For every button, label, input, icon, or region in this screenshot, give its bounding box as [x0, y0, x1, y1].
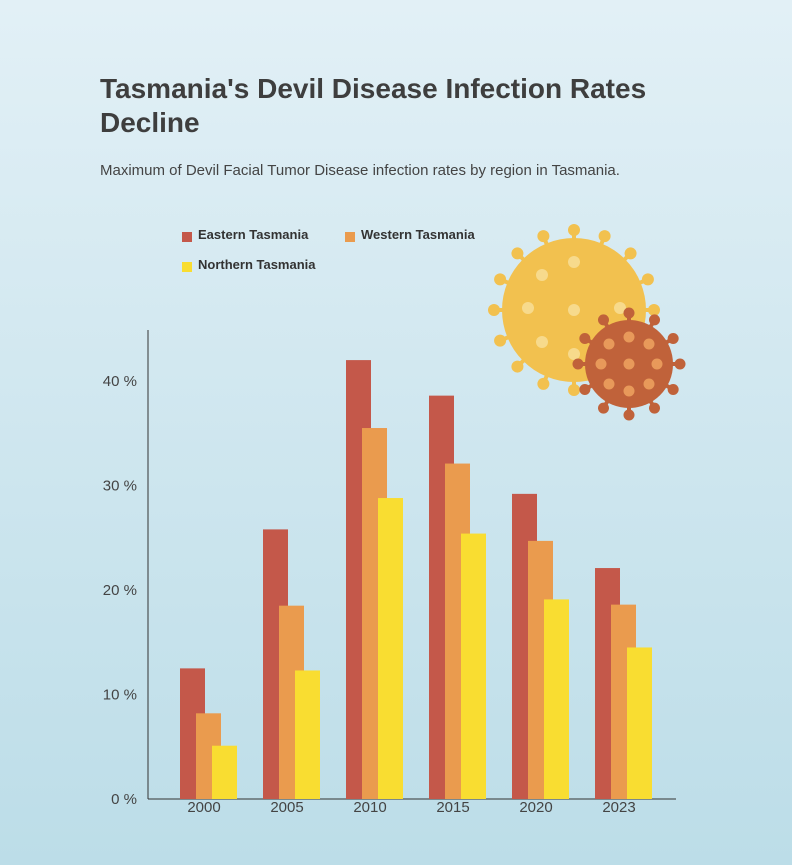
virus-small-icon [572, 307, 686, 421]
bar-northern-tasmania-2023[interactable] [627, 647, 652, 799]
legend-item-northern[interactable]: Northern Tasmania [182, 256, 316, 272]
bar-northern-tasmania-2000[interactable] [212, 745, 237, 799]
legend-label-northern: Northern Tasmania [198, 256, 316, 272]
legend-swatch-northern [182, 262, 192, 272]
y-tick-label: 40 % [103, 373, 137, 390]
legend-item-western[interactable]: Western Tasmania [345, 226, 475, 242]
x-tick-label: 2023 [602, 799, 635, 816]
x-tick-label: 2020 [519, 799, 552, 816]
bar-northern-tasmania-2015[interactable] [461, 533, 486, 799]
y-tick-label: 10 % [103, 687, 137, 704]
chart-tick-labels: 0 % 10 % 20 % 30 % 40 % 2000 2005 2010 2015 2020 2… [103, 373, 636, 816]
chart-subtitle: Maximum of Devil Facial Tumor Disease in… [100, 162, 620, 179]
y-tick-label: 20 % [103, 582, 137, 599]
x-tick-label: 2010 [353, 799, 386, 816]
legend-label-eastern: Eastern Tasmania [198, 226, 309, 242]
chart-bars [180, 360, 652, 799]
x-tick-label: 2000 [187, 799, 220, 816]
chart-title: Tasmania's Devil Disease Infection Rates… [100, 73, 647, 138]
x-tick-label: 2005 [270, 799, 303, 816]
y-tick-label: 30 % [103, 478, 137, 495]
bar-northern-tasmania-2005[interactable] [295, 670, 320, 799]
legend-label-western: Western Tasmania [361, 226, 475, 242]
bar-northern-tasmania-2010[interactable] [378, 498, 403, 799]
x-tick-label: 2015 [436, 799, 469, 816]
virus-illustration [488, 224, 686, 421]
legend-swatch-western [345, 232, 355, 242]
legend-swatch-eastern [182, 232, 192, 242]
bar-northern-tasmania-2020[interactable] [544, 599, 569, 799]
y-tick-label: 0 % [111, 791, 137, 808]
legend-item-eastern[interactable]: Eastern Tasmania [182, 226, 308, 242]
